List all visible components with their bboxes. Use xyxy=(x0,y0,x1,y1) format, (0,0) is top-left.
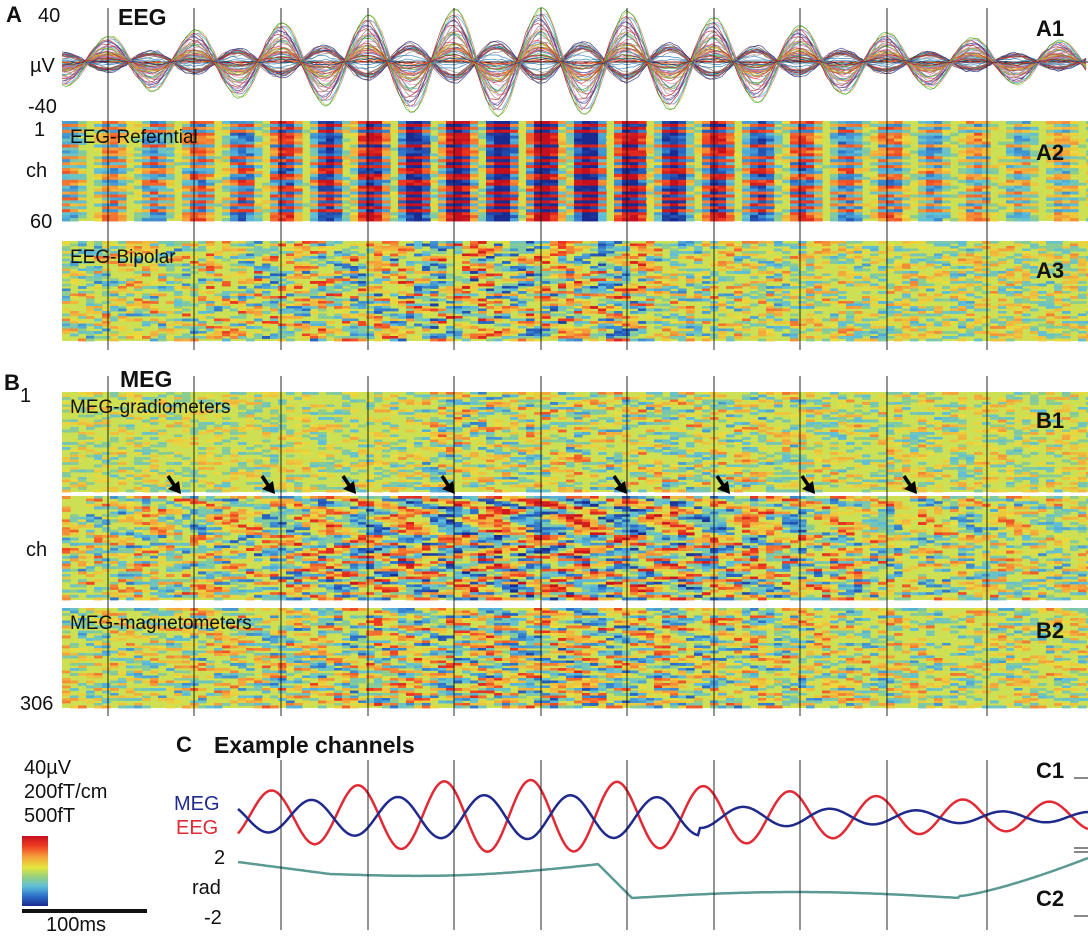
a1-ymin-label: -40 xyxy=(28,96,57,118)
a2-ch-bottom-label: 60 xyxy=(30,211,53,233)
eeg-butterfly-plot xyxy=(61,7,1088,118)
eeg-referential-heatmap xyxy=(62,121,1088,222)
tag-a3: A3 xyxy=(1036,258,1065,283)
spike-arrow xyxy=(612,475,627,494)
tag-b1: B1 xyxy=(1036,408,1065,433)
spike-arrow xyxy=(715,475,730,494)
tag-c2: C2 xyxy=(1036,886,1065,911)
time-scale-label: 100ms xyxy=(46,914,107,936)
c2-ytop-label: 2 xyxy=(214,847,226,869)
time-markers xyxy=(107,8,988,930)
c2-unit-label: rad xyxy=(192,877,221,899)
tag-c1: C1 xyxy=(1036,758,1065,783)
tag-a2: A2 xyxy=(1036,140,1065,165)
eeg-bipolar-heatmap xyxy=(62,241,1088,342)
c1-series-meg-label: MEG xyxy=(174,793,220,815)
colorbar-scale-eeg: 40µV xyxy=(24,757,72,779)
c2-ybottom-label: -2 xyxy=(204,907,222,929)
b2-ch-bottom-label: 306 xyxy=(20,693,54,715)
a1-ymax-label: 40 xyxy=(38,5,61,27)
phase-trace xyxy=(237,856,1088,900)
eeg-trace xyxy=(237,778,1088,853)
meg-gradiometer-heatmap-lower xyxy=(62,496,1088,601)
spike-arrow xyxy=(902,475,917,494)
panel-letter-a: A xyxy=(6,2,22,27)
spike-arrow xyxy=(341,475,356,494)
colorbar xyxy=(22,836,48,906)
colorbar-scale-grad: 200fT/cm xyxy=(24,781,108,803)
a2-label: EEG-Referntial xyxy=(70,127,198,148)
tag-a1: A1 xyxy=(1036,16,1065,41)
b1-ch-top-label: 1 xyxy=(20,385,32,407)
spike-arrow xyxy=(166,475,181,494)
spike-arrows xyxy=(166,475,917,494)
spike-arrow xyxy=(800,475,815,494)
spike-arrow xyxy=(260,475,275,494)
section-title-meg: MEG xyxy=(120,366,173,392)
colorbar-scale-mag: 500fT xyxy=(24,805,76,827)
spike-arrow xyxy=(440,475,455,494)
b2-label: MEG-magnetometers xyxy=(70,613,252,634)
panel-letter-b: B xyxy=(4,370,20,395)
meg-trace xyxy=(237,793,1088,841)
a2-ch-mid-label: ch xyxy=(26,160,48,182)
section-title-eeg: EEG xyxy=(118,4,167,30)
c1-series-eeg-label: EEG xyxy=(176,817,219,839)
section-title-example-channels: Example channels xyxy=(214,732,415,758)
b1-label: MEG-gradiometers xyxy=(70,397,231,418)
a2-ch-top-label: 1 xyxy=(34,119,46,141)
meg-magnetometer-heatmap xyxy=(62,608,1088,709)
b1-ch-mid-label: ch xyxy=(26,539,48,561)
example-channel-traces xyxy=(237,777,1088,917)
panel-letter-c: C xyxy=(176,732,192,757)
tag-b2: B2 xyxy=(1036,618,1065,643)
a3-label: EEG-Bipolar xyxy=(70,247,176,268)
a1-unit-label: µV xyxy=(30,55,55,77)
